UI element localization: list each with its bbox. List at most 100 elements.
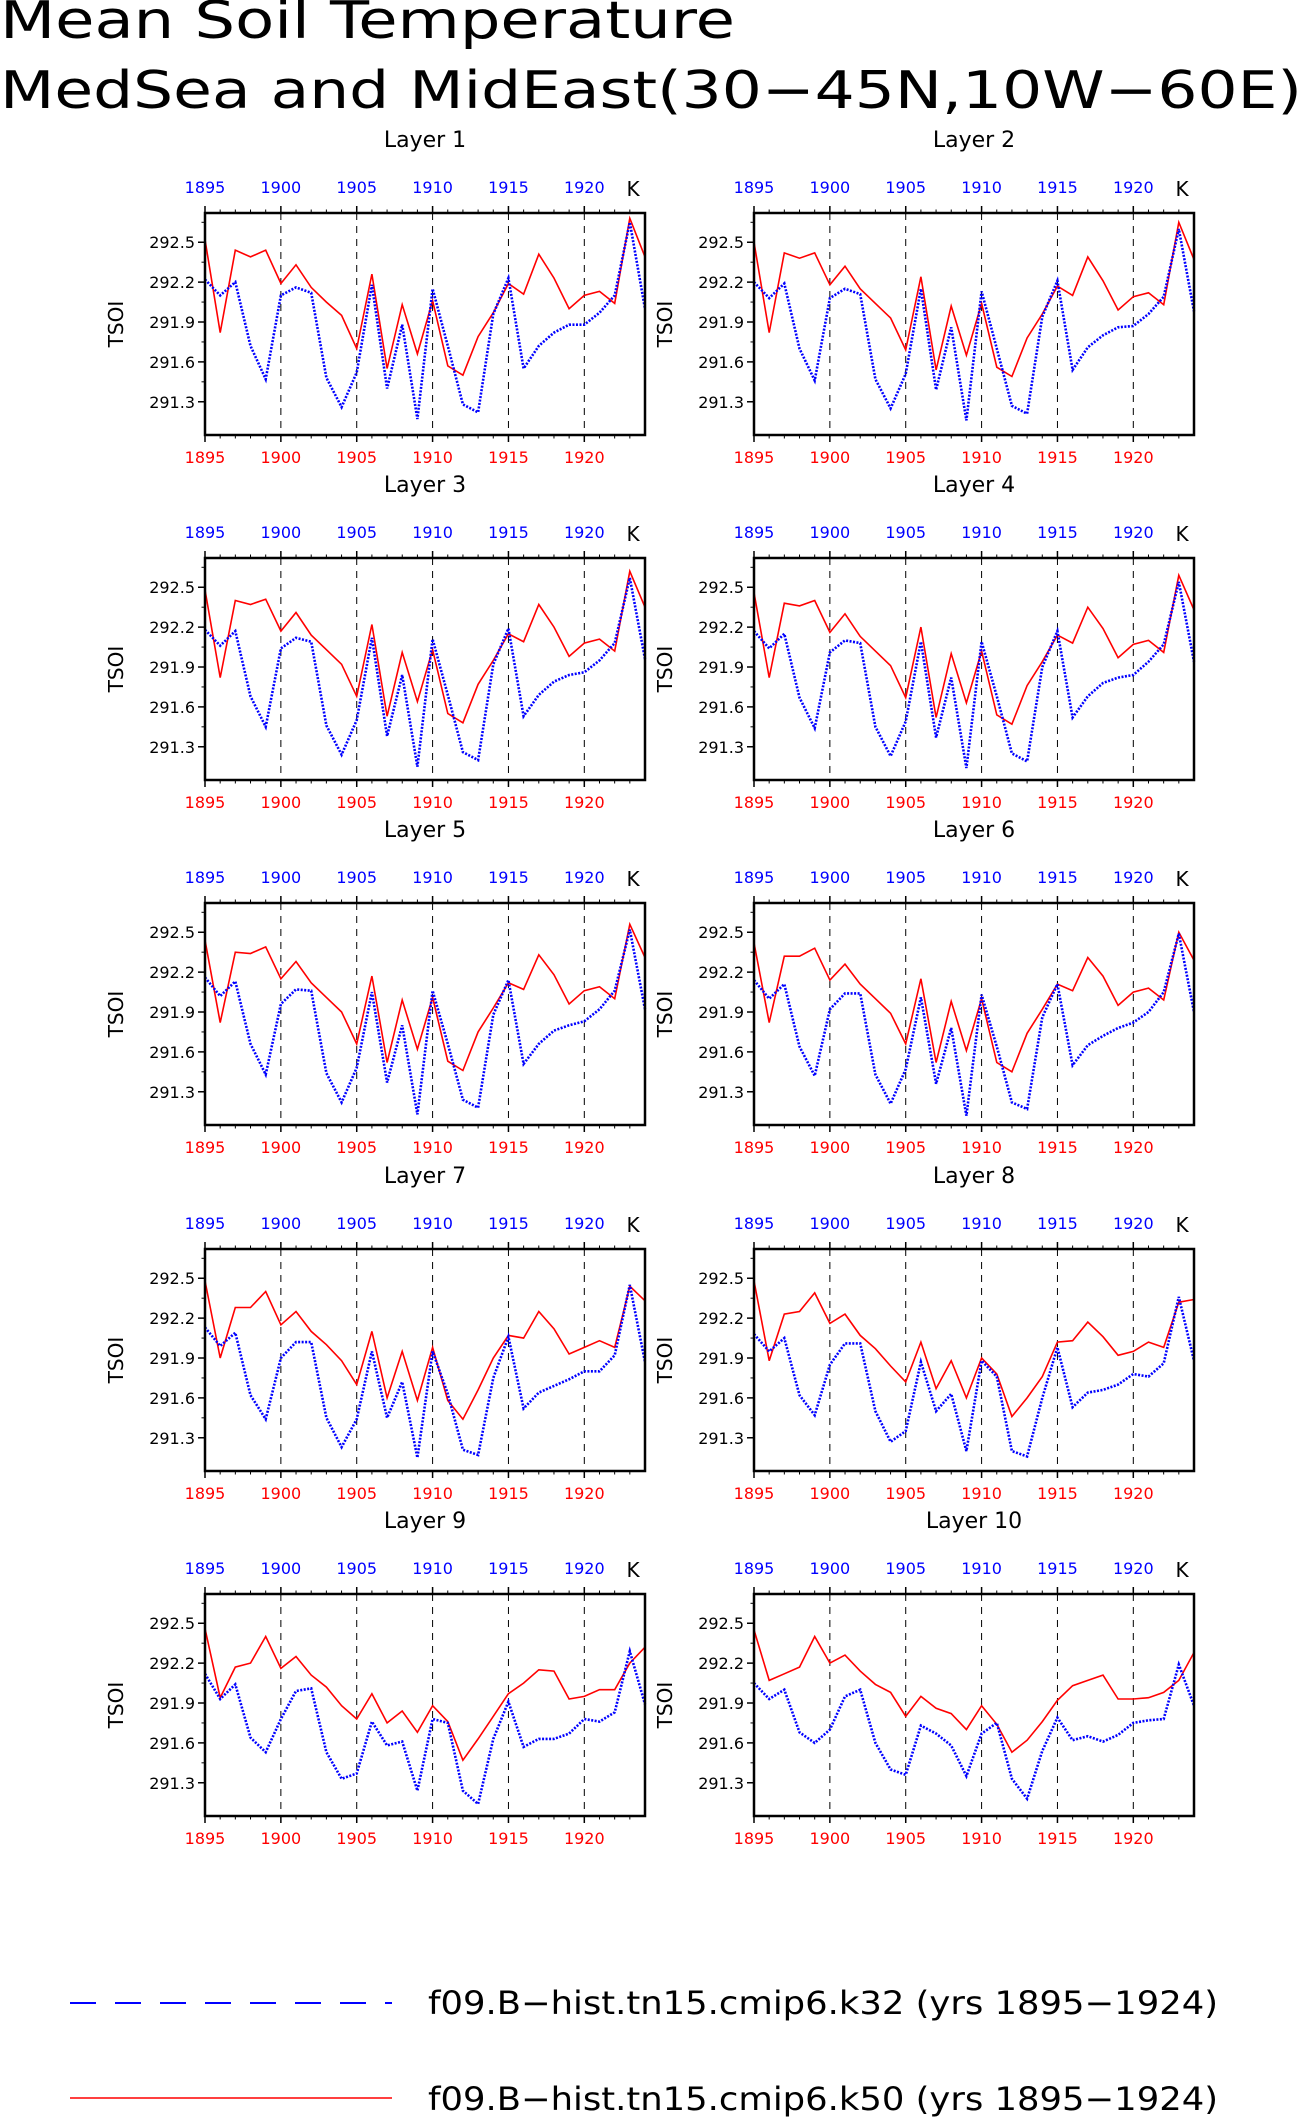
panel-6-ylabel: TSOI <box>653 991 677 1039</box>
panel-8-series-k32 <box>753 1296 1196 1459</box>
panel-3-xlabel-top-1900: 1900 <box>261 523 302 542</box>
panel-3-ylabel-tick-291.6: 291.6 <box>149 698 195 717</box>
panel-9-series-k50 <box>204 1628 646 1762</box>
panel-1-units: K <box>626 177 640 201</box>
panel-8-ylabel-tick-291.6: 291.6 <box>698 1389 744 1408</box>
panel-3-xlabel-top-1905: 1905 <box>336 523 377 542</box>
panel-8-ylabel: TSOI <box>653 1337 677 1385</box>
panel-2-title: Layer 2 <box>933 128 1015 153</box>
panel-3-series-k50 <box>204 568 646 724</box>
panel-8-xlabel-top-1905: 1905 <box>885 1214 926 1233</box>
panel-6-xlabel-bottom-1910: 1910 <box>961 1138 1002 1157</box>
panel-5-ylabel-tick-291.3: 291.3 <box>149 1083 195 1102</box>
panel-4-xlabel-top-1920: 1920 <box>1113 523 1154 542</box>
panel-6-ylabel-tick-291.6: 291.6 <box>698 1043 744 1062</box>
panel-3-series-k32 <box>204 577 647 767</box>
panel-1-ylabel: TSOI <box>104 301 128 349</box>
panel-2-xlabel-bottom-1910: 1910 <box>961 448 1002 467</box>
panel-6-xlabel-bottom-1905: 1905 <box>885 1138 926 1157</box>
panel-6-xlabel-bottom-1895: 1895 <box>734 1138 775 1157</box>
panel-9-ylabel-tick-291.6: 291.6 <box>149 1734 195 1753</box>
figure-title-line-1: Mean Soil Temperature <box>0 0 735 51</box>
panel-9-units: K <box>626 1558 640 1582</box>
panel-8-title: Layer 8 <box>933 1164 1015 1189</box>
panel-10-frame <box>752 1592 1196 1818</box>
panel-6-xlabel-top-1895: 1895 <box>734 868 775 887</box>
panel-9-ylabel-tick-292.2: 292.2 <box>149 1654 195 1673</box>
panel-9-frame <box>203 1592 647 1818</box>
panel-7-ylabel-tick-291.9: 291.9 <box>149 1349 195 1368</box>
panel-10-xlabel-top-1910: 1910 <box>961 1559 1002 1578</box>
panel-7-frame <box>203 1247 647 1473</box>
panel-2-frame <box>752 211 1196 437</box>
legend-k50-label: f09.B−hist.tn15.cmip6.k50 (yrs 1895−1924… <box>428 2080 1218 2118</box>
panel-10-xlabel-top-1900: 1900 <box>810 1559 851 1578</box>
panel-1-ylabel-tick-292.5: 292.5 <box>149 233 195 252</box>
panel-8-xlabel-top-1920: 1920 <box>1113 1214 1154 1233</box>
panel-6-series-k32 <box>752 933 1196 1116</box>
panel-4-ylabel-tick-291.3: 291.3 <box>698 738 744 757</box>
panel-8-xlabel-top-1900: 1900 <box>810 1214 851 1233</box>
panel-5-xlabel-bottom-1910: 1910 <box>412 1138 453 1157</box>
panel-10-xlabel-bottom-1895: 1895 <box>734 1829 775 1848</box>
panel-6-ylabel-tick-292.5: 292.5 <box>698 923 744 942</box>
panel-7-xlabel-top-1905: 1905 <box>336 1214 377 1233</box>
panel-4-xlabel-top-1905: 1905 <box>885 523 926 542</box>
panel-7-series-k32 <box>203 1284 647 1458</box>
panel-2-xlabel-top-1900: 1900 <box>810 178 851 197</box>
panel-6-ylabel-tick-291.9: 291.9 <box>698 1003 744 1022</box>
panel-10-xlabel-top-1920: 1920 <box>1113 1559 1154 1578</box>
panel-3-xlabel-bottom-1905: 1905 <box>336 793 377 812</box>
panel-7-xlabel-bottom-1905: 1905 <box>336 1484 377 1503</box>
panel-4-series-k50 <box>753 572 1195 726</box>
panel-1-ylabel-tick-291.9: 291.9 <box>149 313 195 332</box>
panel-1-title: Layer 1 <box>384 128 466 153</box>
panel-2-ylabel-tick-291.6: 291.6 <box>698 353 744 372</box>
panel-4-xlabel-bottom-1905: 1905 <box>885 793 926 812</box>
panel-10-ylabel-tick-291.3: 291.3 <box>698 1774 744 1793</box>
panel-3-ylabel: TSOI <box>104 646 128 694</box>
panel-1-frame <box>203 211 647 437</box>
panel-6: Layer 6 K TSOI 1895 1895 1900 1900 1905 1905 1910… <box>653 818 1196 1157</box>
panel-9-series-k32 <box>203 1646 647 1807</box>
panel-2-xlabel-top-1895: 1895 <box>734 178 775 197</box>
panel-3-units: K <box>626 522 640 546</box>
panel-4-xlabel-bottom-1910: 1910 <box>961 793 1002 812</box>
panel-2-xlabel-top-1910: 1910 <box>961 178 1002 197</box>
panel-6-series-k50 <box>753 929 1195 1073</box>
panel-4-units: K <box>1175 522 1189 546</box>
panel-1: Layer 1 K TSOI 1895 1895 1900 1900 1905 1905 1910… <box>104 128 647 467</box>
panel-8: Layer 8 K TSOI 1895 1895 1900 1900 1905 1905 1910… <box>653 1164 1196 1503</box>
figure-title-line-2: MedSea and MidEast(30−45N,10W−60E) <box>0 61 1302 121</box>
panel-2: Layer 2 K TSOI 1895 1895 1900 1900 1905 1905 1910… <box>653 128 1196 467</box>
panel-8-xlabel-bottom-1910: 1910 <box>961 1484 1002 1503</box>
panel-7-xlabel-top-1915: 1915 <box>488 1214 529 1233</box>
panel-6-title: Layer 6 <box>933 818 1015 843</box>
panel-8-ylabel-tick-291.9: 291.9 <box>698 1349 744 1368</box>
panel-8-xlabel-bottom-1905: 1905 <box>885 1484 926 1503</box>
panel-4-frame <box>752 556 1196 782</box>
panel-10-xlabel-bottom-1900: 1900 <box>810 1829 851 1848</box>
panel-9-xlabel-top-1920: 1920 <box>564 1559 605 1578</box>
panel-1-xlabel-top-1920: 1920 <box>564 178 605 197</box>
panel-10-ylabel: TSOI <box>653 1682 677 1730</box>
panel-3: Layer 3 K TSOI 1895 1895 1900 1900 1905 1905 1910… <box>104 473 647 812</box>
panel-1-ylabel-tick-291.3: 291.3 <box>149 393 195 412</box>
panel-6-xlabel-top-1905: 1905 <box>885 868 926 887</box>
panel-5-ylabel-tick-291.9: 291.9 <box>149 1003 195 1022</box>
panel-7-xlabel-bottom-1900: 1900 <box>261 1484 302 1503</box>
panel-7-xlabel-top-1920: 1920 <box>564 1214 605 1233</box>
panel-5-xlabel-top-1920: 1920 <box>564 868 605 887</box>
panel-8-xlabel-top-1915: 1915 <box>1037 1214 1078 1233</box>
panel-5-xlabel-top-1895: 1895 <box>185 868 226 887</box>
panel-6-units: K <box>1175 867 1189 891</box>
panel-4-ylabel: TSOI <box>653 646 677 694</box>
panel-1-xlabel-top-1915: 1915 <box>488 178 529 197</box>
panel-4-xlabel-top-1915: 1915 <box>1037 523 1078 542</box>
panel-4-ylabel-tick-291.9: 291.9 <box>698 658 744 677</box>
panel-10: Layer 10 K TSOI 1895 1895 1900 1900 1905 1905 191… <box>653 1509 1196 1848</box>
panel-4-ylabel-tick-292.5: 292.5 <box>698 578 744 597</box>
panel-7-xlabel-bottom-1915: 1915 <box>488 1484 529 1503</box>
panel-10-ylabel-tick-292.5: 292.5 <box>698 1614 744 1633</box>
